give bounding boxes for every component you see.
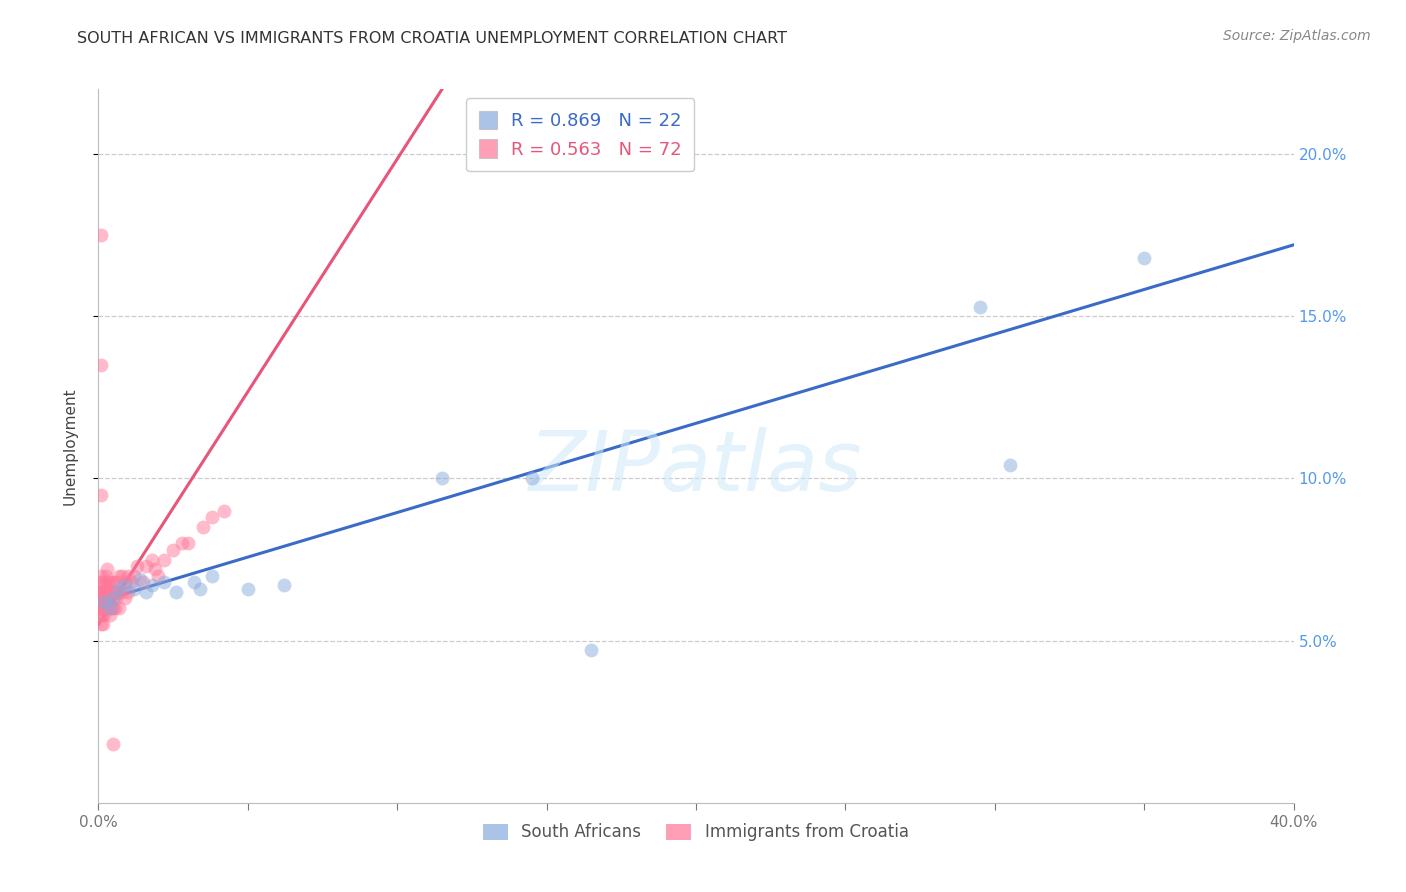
Point [90, 568, 112, 582]
Point [105, 591, 128, 606]
Point [91, 575, 114, 590]
Point [103, 575, 125, 590]
Point [162, 542, 184, 557]
Point [94, 578, 117, 592]
Point [93, 585, 115, 599]
Point [998, 458, 1021, 473]
Point [90, 601, 112, 615]
Point [117, 568, 139, 582]
Point [165, 585, 187, 599]
Point [520, 471, 543, 485]
Point [201, 568, 224, 582]
Point [148, 568, 170, 582]
Point [114, 578, 136, 592]
Point [177, 536, 200, 550]
Point [96, 575, 118, 590]
Point [90, 617, 112, 632]
Point [141, 552, 163, 566]
Point [103, 601, 125, 615]
Point [89, 607, 111, 622]
Point [124, 568, 146, 582]
Point [98, 575, 122, 590]
Point [90, 607, 112, 622]
Text: SOUTH AFRICAN VS IMMIGRANTS FROM CROATIA UNEMPLOYMENT CORRELATION CHART: SOUTH AFRICAN VS IMMIGRANTS FROM CROATIA… [77, 31, 787, 46]
Point [103, 585, 125, 599]
Point [153, 575, 176, 590]
Point [103, 738, 125, 752]
Point [91, 575, 114, 590]
Point [183, 575, 205, 590]
Point [430, 471, 453, 485]
Point [91, 591, 114, 606]
Point [97, 601, 120, 615]
Point [117, 585, 139, 599]
Text: ZIPatlas: ZIPatlas [529, 427, 863, 508]
Point [114, 591, 136, 606]
Point [91, 591, 114, 606]
Point [124, 582, 146, 596]
Point [93, 607, 115, 622]
Point [201, 510, 224, 524]
Point [120, 575, 142, 590]
Point [141, 578, 163, 592]
Point [111, 568, 134, 582]
Point [98, 607, 122, 622]
Point [969, 300, 991, 314]
Y-axis label: Unemployment: Unemployment [63, 387, 77, 505]
Point [94, 591, 117, 606]
Point [89, 601, 111, 615]
Point [91, 617, 114, 632]
Point [93, 595, 115, 609]
Point [236, 582, 259, 596]
Point [96, 585, 118, 599]
Point [90, 585, 112, 599]
Point [94, 601, 117, 615]
Point [98, 591, 122, 606]
Point [97, 585, 120, 599]
Point [108, 582, 131, 596]
Point [90, 358, 112, 372]
Point [103, 591, 125, 606]
Point [108, 601, 131, 615]
Point [188, 582, 211, 596]
Point [212, 504, 235, 518]
Point [129, 572, 152, 586]
Point [107, 585, 129, 599]
Point [93, 595, 115, 609]
Point [101, 585, 124, 599]
Point [111, 585, 134, 599]
Point [108, 585, 131, 599]
Point [90, 228, 112, 243]
Legend: South Africans, Immigrants from Croatia: South Africans, Immigrants from Croatia [477, 817, 915, 848]
Point [273, 578, 295, 592]
Point [93, 585, 115, 599]
Point [98, 601, 122, 615]
Text: Source: ZipAtlas.com: Source: ZipAtlas.com [1223, 29, 1371, 43]
Point [108, 568, 131, 582]
Point [143, 562, 166, 576]
Point [135, 585, 157, 599]
Point [103, 591, 125, 606]
Point [581, 643, 603, 657]
Point [127, 559, 149, 574]
Point [90, 595, 112, 609]
Point [90, 585, 112, 599]
Point [94, 568, 117, 582]
Point [153, 552, 176, 566]
Point [93, 601, 115, 615]
Point [132, 575, 155, 590]
Point [96, 562, 118, 576]
Point [90, 488, 112, 502]
Point [96, 601, 118, 615]
Point [104, 601, 127, 615]
Point [172, 536, 194, 550]
Point [135, 559, 157, 574]
Point [191, 520, 214, 534]
Point [105, 575, 128, 590]
Point [1133, 251, 1156, 265]
Point [89, 591, 111, 606]
Point [100, 601, 122, 615]
Point [114, 575, 136, 590]
Point [93, 585, 115, 599]
